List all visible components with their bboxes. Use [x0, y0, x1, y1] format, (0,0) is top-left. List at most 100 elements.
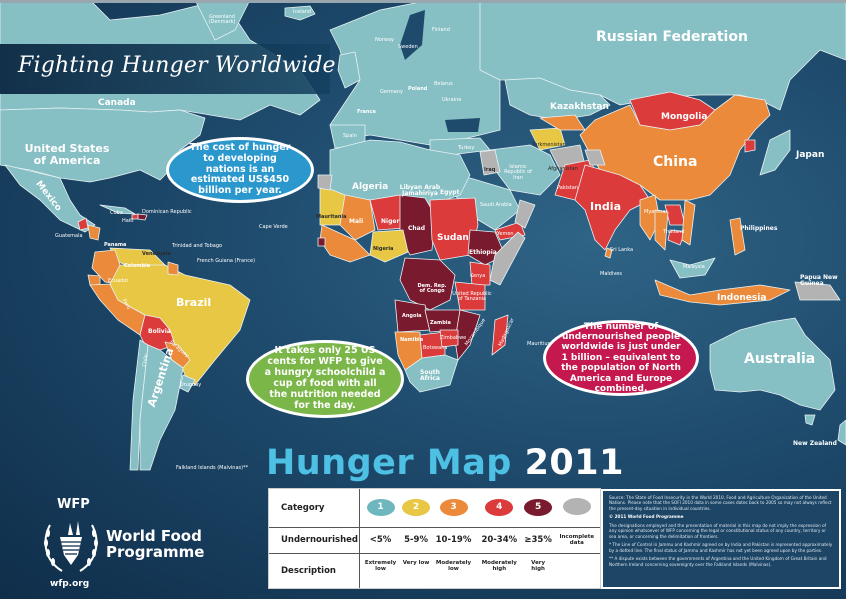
label-indonesia: Indonesia: [717, 293, 767, 303]
label-venezuela: Venezuela: [142, 251, 171, 257]
category-4-desc: Moderately high: [481, 560, 517, 573]
fact-bubble-undernourished: The number of undernourished people worl…: [543, 320, 699, 396]
nigeria-shape: [369, 229, 409, 263]
label-tanzania: United Republic of Tanzania: [452, 291, 492, 303]
australia-shape: [709, 317, 836, 411]
title-band: [0, 44, 330, 94]
label-finland: Finland: [432, 27, 450, 33]
label-mongolia: Mongolia: [661, 112, 708, 122]
wfp-wreath-icon: [44, 521, 98, 572]
category-2-desc: Very low: [402, 560, 430, 567]
label-germany: Germany: [380, 89, 403, 95]
label-niger: Niger: [381, 218, 400, 225]
label-malaysia: Malaysia: [683, 264, 705, 270]
fact-bubble-cost: The cost of hunger to developing nations…: [166, 137, 314, 203]
category-4-pct: 20-34%: [475, 527, 523, 555]
label-india: India: [590, 200, 621, 213]
label-kenya: Kenya: [470, 273, 486, 279]
tanzania-shape: [454, 281, 486, 311]
paraguay-shape: [164, 341, 191, 369]
label-thailand: Thailand: [663, 229, 685, 235]
category-3-swatch: 3: [439, 499, 468, 517]
japan-shape: [759, 129, 791, 176]
label-panama: Panama: [104, 242, 127, 248]
label-japan: Japan: [796, 150, 825, 160]
label-mali: Mali: [349, 218, 364, 225]
label-mauritius: Mauritius: [527, 341, 551, 347]
thailand-shape: [654, 209, 669, 251]
logo-acronym: WFP: [57, 497, 90, 512]
legend-table: Category 1 2 3 4 5 Undernourished <5% 5-…: [268, 488, 601, 589]
category-2-swatch: 2: [402, 499, 431, 517]
vietnam-shape: [681, 199, 696, 246]
category-5-pct: ≥35%: [522, 527, 554, 555]
category-2-pct: 5-9%: [401, 527, 432, 555]
notes-kashmir: * The Line of Control in Jammu and Kashm…: [609, 542, 833, 553]
guyana-shape: [167, 261, 179, 276]
label-zimbabwe: Zimbabwe: [440, 335, 467, 341]
uruguay-shape: [179, 374, 196, 393]
label-china: China: [653, 154, 698, 170]
north-korea-shape: [744, 139, 756, 153]
guatemala-shape: [77, 217, 89, 231]
argentina-shape: [139, 344, 184, 471]
fact-bubble-school-meal: It takes only 25 US cents for WFP to giv…: [246, 340, 404, 418]
label-zambia: Zambia: [430, 320, 451, 326]
label-norway: Norway: [375, 37, 394, 43]
label-usa: United States of America: [24, 142, 110, 167]
category-4-swatch: 4: [485, 499, 514, 517]
page-title: Fighting Hunger Worldwide: [18, 53, 336, 78]
label-maldives: Maldives: [600, 271, 622, 277]
label-philippines: Philippines: [740, 225, 778, 232]
hunger-map-title-main: Hunger Map: [266, 443, 512, 483]
dominican-shape: [137, 213, 148, 221]
category-5-swatch: 5: [524, 499, 553, 517]
label-trinidad: Trinidad and Tobago: [172, 243, 223, 249]
iceland-shape: [284, 5, 316, 21]
madagascar-shape: [491, 314, 509, 356]
somalia-shape: [489, 231, 526, 286]
label-belarus: Belarus: [434, 81, 453, 87]
label-pakistan: Pakistan: [557, 185, 578, 191]
label-sri-lanka: Sri Lanka: [610, 247, 634, 253]
label-france: France: [357, 109, 376, 115]
label-nigeria: Nigeria: [373, 246, 394, 252]
label-sudan: Sudan: [437, 233, 469, 243]
category-incomplete-desc: [554, 554, 600, 588]
label-ukraine: Ukraine: [442, 97, 462, 103]
malaysia-shape: [669, 257, 716, 279]
zimbabwe-shape: [439, 329, 459, 348]
label-kazakhstan: Kazakhstan: [550, 102, 609, 112]
category-1-swatch: 1: [366, 499, 395, 517]
black-sea: [445, 118, 480, 132]
label-french-guiana: French Guiana (France): [197, 258, 256, 264]
category-3-pct: 10-19%: [431, 527, 476, 555]
label-spain: Spain: [343, 133, 357, 139]
new-zealand-shape: [837, 419, 846, 446]
legend-header-description: Description: [269, 553, 361, 588]
legend-header-undernourished: Undernourished: [269, 527, 361, 555]
label-namibia: Namibia: [400, 337, 424, 343]
label-cape-verde: Cape Verde: [259, 224, 288, 230]
logo-name-line1: World Food: [106, 527, 202, 545]
label-colombia: Colombia: [124, 263, 151, 269]
logo-name: World Food Programme: [106, 527, 204, 561]
label-drc: Dem. Rep. of Congo: [417, 283, 447, 295]
label-botswana: Botswana: [423, 345, 448, 351]
category-3-desc: Moderately low: [435, 560, 472, 573]
western-sahara-shape: [317, 174, 333, 191]
category-1-pct: <5%: [359, 527, 402, 555]
legend-row-description: Description Extremely low Very low Moder…: [269, 553, 600, 588]
wfp-logo: WFP wfp.org World Food Programme: [36, 495, 226, 595]
mali-shape: [339, 194, 376, 241]
label-libya: Libyan Arab Jamahiriya: [399, 184, 441, 198]
label-myanmar: Myanmar: [644, 209, 668, 215]
drc-shape: [399, 257, 456, 311]
label-afghanistan: Afghanistan: [548, 166, 578, 172]
label-ecuador: Ecuador: [108, 278, 129, 284]
tasmania-shape: [804, 414, 816, 426]
label-mauritania: Mauritania: [316, 214, 347, 220]
kazakhstan-shape: [504, 77, 611, 121]
label-ethiopia: Ethiopia: [469, 249, 497, 256]
oman-shape: [514, 199, 536, 229]
